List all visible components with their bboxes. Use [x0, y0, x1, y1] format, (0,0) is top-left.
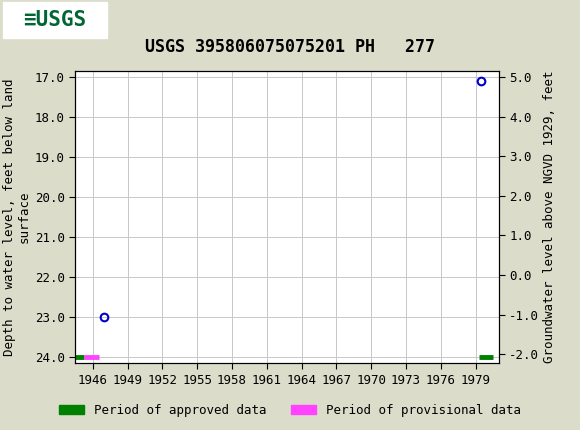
Text: USGS 395806075075201 PH   277: USGS 395806075075201 PH 277 [145, 38, 435, 56]
Y-axis label: Depth to water level, feet below land
surface: Depth to water level, feet below land su… [3, 78, 31, 356]
Text: ≡USGS: ≡USGS [24, 10, 86, 30]
Legend: Period of approved data, Period of provisional data: Period of approved data, Period of provi… [54, 399, 526, 421]
FancyBboxPatch shape [3, 2, 107, 38]
Y-axis label: Groundwater level above NGVD 1929, feet: Groundwater level above NGVD 1929, feet [543, 71, 556, 363]
